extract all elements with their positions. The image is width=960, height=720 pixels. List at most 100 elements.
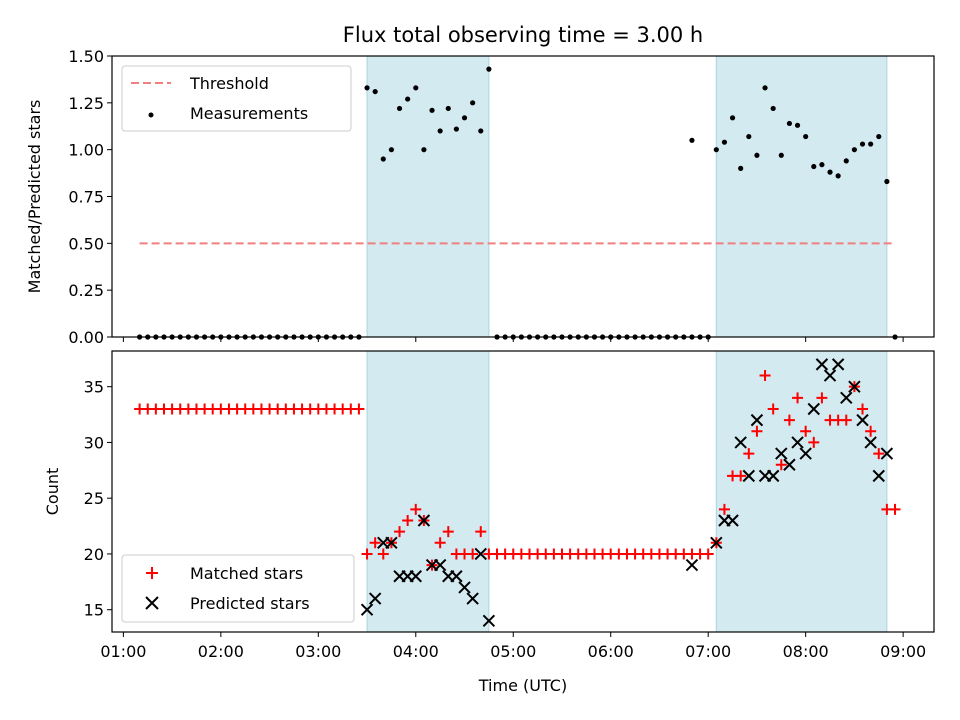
x-axis-label: Time (UTC)	[478, 676, 567, 695]
predicted-star-point	[815, 358, 829, 371]
legend-measurements-label: Measurements	[190, 104, 308, 123]
matched-star-point	[783, 414, 795, 426]
measurement-point	[746, 133, 752, 140]
bottom-y-axis-label: Count	[43, 468, 62, 516]
measurement-point	[884, 178, 890, 185]
measurement-point	[754, 152, 760, 158]
matched-star-points	[134, 370, 901, 571]
predicted-star-point	[360, 603, 374, 616]
matched-star-point	[353, 403, 365, 415]
chart-title: Flux total observing time = 3.00 h	[343, 23, 703, 47]
matched-star-point	[767, 403, 779, 415]
y-tick-label: 0.25	[68, 281, 104, 300]
predicted-star-point	[848, 380, 861, 393]
y-tick-label: 0.50	[68, 234, 104, 253]
legend-predicted-swatch	[145, 596, 159, 610]
predicted-star-point	[831, 358, 845, 371]
measurement-point	[778, 152, 784, 158]
star-count-panel: 15 20 25 30 35 01:00 02:00 03:00 04:00 05:00 06:0…	[43, 350, 935, 695]
measurement-point	[729, 115, 736, 121]
matched-star-point	[434, 537, 446, 549]
measurement-point	[794, 122, 801, 128]
matched-star-point	[702, 548, 714, 560]
predicted-star-point	[466, 592, 479, 605]
measurement-point	[429, 107, 435, 113]
predicted-star-point	[823, 369, 837, 382]
measurement-point	[868, 141, 874, 147]
top-observing-intervals	[366, 55, 888, 338]
measurement-point	[689, 137, 695, 143]
observing-interval	[715, 55, 888, 338]
matched-star-point	[800, 425, 812, 437]
predicted-star-point	[409, 570, 422, 583]
measurement-point	[380, 156, 386, 162]
predicted-star-point	[474, 547, 487, 561]
observing-interval	[715, 350, 888, 633]
bottom-observing-intervals	[366, 350, 888, 633]
bottom-legend: Matched stars Predicted stars	[121, 554, 355, 623]
bottom-legend-box	[121, 554, 355, 623]
top-y-axis-label: Matched/Predicted stars	[25, 100, 44, 294]
measurement-point	[445, 105, 451, 112]
x-tick-label: 06:00	[588, 642, 634, 661]
measurement-point	[396, 105, 403, 112]
matched-star-point	[402, 514, 414, 526]
predicted-star-point	[856, 413, 869, 427]
measurement-point	[827, 169, 833, 175]
x-tick-label: 05:00	[490, 642, 536, 661]
matched-star-point	[361, 548, 373, 560]
legend-matched-label: Matched stars	[190, 564, 303, 583]
x-tick-label: 09:00	[880, 642, 926, 661]
matched-star-point	[735, 470, 747, 482]
measurement-point	[486, 66, 492, 72]
matched-star-point	[840, 414, 852, 426]
y-tick-label: 35	[84, 378, 104, 397]
matched-star-point	[442, 526, 454, 538]
predicted-star-point	[417, 514, 431, 527]
measurement-point	[803, 133, 809, 140]
y-tick-label: 1.00	[68, 141, 104, 160]
predicted-star-point	[710, 536, 723, 550]
measurement-point	[876, 133, 882, 140]
matched-star-point	[467, 548, 479, 560]
measurement-point	[786, 120, 793, 127]
predicted-star-point	[872, 469, 885, 483]
matched-star-point	[775, 459, 787, 471]
matched-star-point	[808, 436, 820, 448]
predicted-star-point	[385, 536, 398, 550]
matched-star-point	[369, 537, 381, 549]
measurement-point	[364, 85, 370, 91]
y-tick-label: 1.25	[68, 94, 104, 113]
y-tick-label: 15	[84, 601, 104, 620]
predicted-star-point	[482, 614, 496, 628]
measurement-point	[388, 147, 395, 153]
bottom-x-ticks: 01:00 02:00 03:00 04:00 05:00 06:00 07:00 08:00…	[100, 632, 926, 661]
predicted-star-point	[799, 447, 812, 460]
matched-star-point	[889, 503, 901, 515]
x-tick-label: 02:00	[198, 642, 244, 661]
matched-star-point	[475, 526, 487, 538]
observing-interval	[366, 350, 490, 633]
measurement-point	[470, 100, 476, 106]
measurement-point	[859, 141, 866, 147]
measurement-point	[405, 96, 411, 102]
predicted-star-point	[783, 458, 796, 471]
legend-matched-swatch	[146, 567, 158, 579]
x-tick-label: 07:00	[685, 642, 731, 661]
x-tick-label: 01:00	[100, 642, 146, 661]
predicted-star-point	[750, 413, 764, 427]
y-tick-label: 25	[84, 489, 104, 508]
top-legend: Threshold Measurements	[121, 65, 352, 132]
legend-predicted-label: Predicted stars	[190, 594, 310, 613]
measurement-point	[770, 105, 776, 112]
flux-ratio-panel: 0.00 0.25 0.50 0.75 1.00 1.25 1.50 Flux total …	[25, 23, 935, 347]
predicted-star-point	[450, 570, 463, 583]
matched-star-point	[865, 425, 877, 437]
matched-star-point	[394, 526, 406, 538]
legend-threshold-label: Threshold	[189, 74, 269, 93]
measurement-point	[738, 165, 744, 171]
measurement-point	[762, 85, 768, 91]
top-legend-box	[121, 65, 352, 132]
measurement-point	[461, 115, 468, 121]
